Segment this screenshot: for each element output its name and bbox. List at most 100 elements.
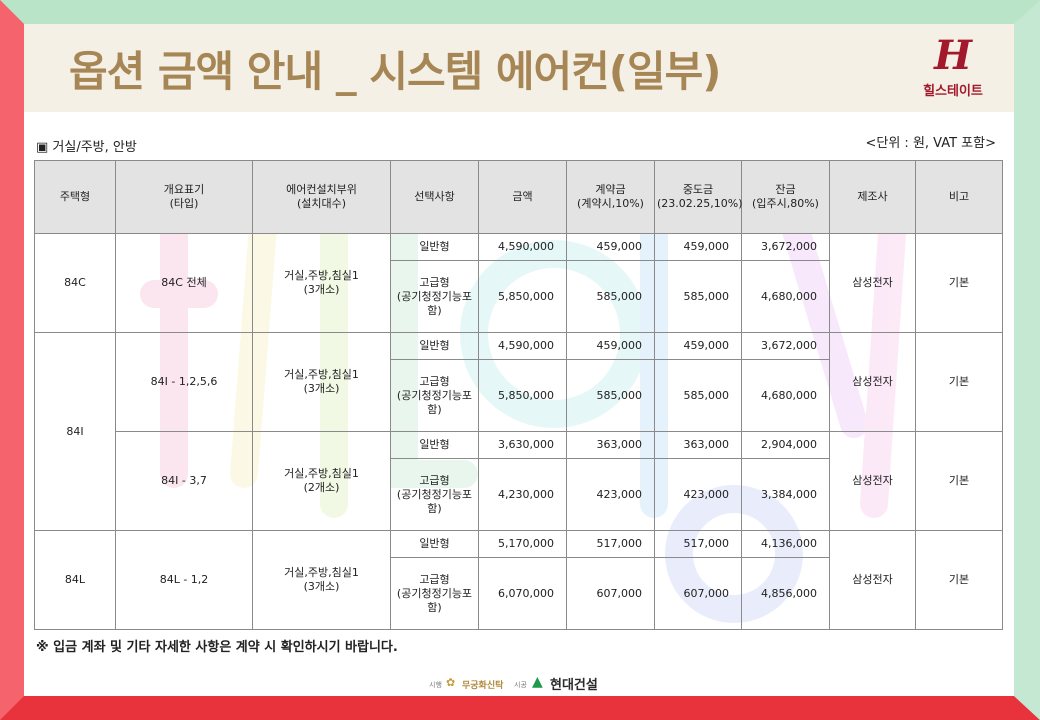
manufacturer-cell: 삼성전자 (829, 332, 916, 432)
housing-type-cell: 84C (34, 233, 116, 333)
header-option: 선택사항 (390, 160, 479, 234)
deposit-cell: 585,000 (566, 359, 655, 432)
section-label: ▣ 거실/주방, 안방 (36, 140, 137, 155)
page-title: 옵션 금액 안내 _ 시스템 에어컨(일부) (69, 47, 721, 96)
deposit-cell: 517,000 (566, 530, 655, 558)
deposit-cell: 459,000 (566, 332, 655, 360)
builder-name: 현대건설 (550, 678, 598, 693)
option-cell: 고급형 (공기청정기능포함) (390, 359, 479, 432)
header-interim-text: 중도금 (23.02.25,10%) (657, 183, 743, 210)
remarks-cell: 기본 (915, 233, 1003, 333)
balance-cell: 4,680,000 (741, 359, 830, 432)
header-install-location-text: 에어컨설치부위 (설치대수) (286, 183, 357, 210)
option-text: 고급형 (공기청정기능포함) (396, 374, 473, 416)
table-row: 84I - 3,7 거실,주방,침실1 (2개소) 일반형 3,630,000 … (35, 431, 1003, 531)
table-row: 84I 84I - 1,2,5,6 거실,주방,침실1 (3개소) 일반형 4,… (34, 332, 1003, 531)
install-location-text: 거실,주방,침실1 (2개소) (284, 467, 359, 494)
interim-cell: 363,000 (654, 431, 742, 459)
deposit-cell: 607,000 (566, 557, 655, 630)
balance-cell: 4,856,000 (741, 557, 830, 630)
install-location-cell: 거실,주방,침실1 (3개소) (252, 233, 391, 333)
remarks-cell: 기본 (915, 530, 1003, 630)
remarks-cell: 기본 (915, 431, 1003, 531)
deposit-cell: 423,000 (566, 458, 655, 531)
balance-cell: 4,680,000 (741, 260, 830, 333)
amount-cell: 5,170,000 (478, 530, 567, 558)
interim-cell: 459,000 (654, 233, 742, 261)
header-outline-type: 개요표기 (타입) (115, 160, 253, 234)
outline-type-cell: 84L - 1,2 (115, 530, 253, 630)
install-location-text: 거실,주방,침실1 (3개소) (284, 566, 359, 593)
header-manufacturer: 제조사 (829, 160, 916, 234)
table-row: 84L 84L - 1,2 거실,주방,침실1 (3개소) 일반형 5,170,… (34, 530, 1003, 630)
balance-cell: 2,904,000 (741, 431, 830, 459)
header-deposit: 계약금 (계약시,10%) (566, 160, 655, 234)
install-location-cell: 거실,주방,침실1 (3개소) (252, 332, 391, 432)
table-row: 고급형 (공기청정기능포함) 4,230,000 423,000 423,000… (35, 458, 1003, 531)
install-location-cell: 거실,주방,침실1 (2개소) (252, 431, 391, 531)
manufacturer-cell: 삼성전자 (829, 530, 916, 630)
amount-cell: 6,070,000 (478, 557, 567, 630)
developer-logo-icon: ✿ (446, 676, 456, 689)
outline-type-cell: 84I - 1,2,5,6 (115, 332, 253, 432)
table-header-row: 주택형 개요표기 (타입) 에어컨설치부위 (설치대수) 선택사항 금액 계약금… (34, 160, 1003, 234)
install-location-text: 거실,주방,침실1 (3개소) (284, 269, 359, 296)
outline-type-cell: 84C 전체 (115, 233, 253, 333)
amount-cell: 4,230,000 (478, 458, 567, 531)
logo-mark-icon: H (934, 32, 972, 79)
header-interim: 중도금 (23.02.25,10%) (654, 160, 743, 234)
manufacturer-cell: 삼성전자 (829, 233, 916, 333)
outline-type-cell: 84I - 3,7 (115, 431, 253, 531)
interim-cell: 517,000 (654, 530, 742, 558)
interim-cell: 585,000 (654, 260, 742, 333)
housing-type-cell: 84L (34, 530, 116, 630)
header-deposit-text: 계약금 (계약시,10%) (577, 183, 644, 210)
header-balance-text: 잔금 (입주시,80%) (752, 183, 819, 210)
developer-name: 무궁화신탁 (462, 681, 504, 691)
header-install-location: 에어컨설치부위 (설치대수) (252, 160, 391, 234)
interim-cell: 423,000 (654, 458, 742, 531)
unit-label: <단위 : 원, VAT 포함> (865, 136, 996, 151)
option-cell: 고급형 (공기청정기능포함) (390, 260, 479, 333)
content-sheet: 옵션 금액 안내 _ 시스템 에어컨(일부) H 힐스테이트 ▣ 거실/주방, … (24, 24, 1014, 696)
table-row: 84C 84C 전체 거실,주방,침실1 (3개소) 일반형 4,590,000… (34, 233, 1003, 333)
option-cell: 일반형 (390, 233, 479, 261)
page-header: 옵션 금액 안내 _ 시스템 에어컨(일부) H 힐스테이트 (24, 24, 1014, 112)
amount-cell: 4,590,000 (478, 233, 567, 261)
amount-cell: 4,590,000 (478, 332, 567, 360)
table-row: 고급형 (공기청정기능포함) 6,070,000 607,000 607,000… (35, 557, 1003, 630)
interim-cell: 585,000 (654, 359, 742, 432)
balance-cell: 3,384,000 (741, 458, 830, 531)
hillstate-logo: H 힐스테이트 (918, 34, 988, 104)
developer-label: 시행 (429, 681, 442, 689)
install-location-cell: 거실,주방,침실1 (3개소) (252, 530, 391, 630)
header-remarks: 비고 (915, 160, 1003, 234)
option-cell: 고급형 (공기청정기능포함) (390, 458, 479, 531)
balance-cell: 4,136,000 (741, 530, 830, 558)
option-cell: 일반형 (390, 530, 479, 558)
option-text: 고급형 (공기청정기능포함) (396, 473, 473, 515)
remarks-cell: 기본 (915, 332, 1003, 432)
housing-type-cell: 84I (34, 332, 116, 531)
deposit-cell: 585,000 (566, 260, 655, 333)
deposit-cell: 459,000 (566, 233, 655, 261)
deposit-cell: 363,000 (566, 431, 655, 459)
footer-credits: 시행 ✿ 무궁화신탁 시공 ▲ 현대건설 (424, 674, 724, 694)
logo-text: 힐스테이트 (923, 84, 983, 99)
header-housing-type: 주택형 (34, 160, 116, 234)
header-balance: 잔금 (입주시,80%) (741, 160, 830, 234)
table-row: 고급형 (공기청정기능포함) 5,850,000 585,000 585,000… (35, 359, 1003, 432)
interim-cell: 607,000 (654, 557, 742, 630)
builder-label: 시공 (514, 681, 527, 689)
header-amount: 금액 (478, 160, 567, 234)
builder-logo-icon: ▲ (532, 674, 543, 690)
option-text: 고급형 (공기청정기능포함) (396, 572, 473, 614)
header-outline-type-text: 개요표기 (타입) (163, 183, 205, 210)
option-cell: 고급형 (공기청정기능포함) (390, 557, 479, 630)
option-cell: 일반형 (390, 431, 479, 459)
install-location-text: 거실,주방,침실1 (3개소) (284, 368, 359, 395)
option-cell: 일반형 (390, 332, 479, 360)
amount-cell: 3,630,000 (478, 431, 567, 459)
amount-cell: 5,850,000 (478, 359, 567, 432)
option-price-table: 주택형 개요표기 (타입) 에어컨설치부위 (설치대수) 선택사항 금액 계약금… (34, 160, 1003, 630)
